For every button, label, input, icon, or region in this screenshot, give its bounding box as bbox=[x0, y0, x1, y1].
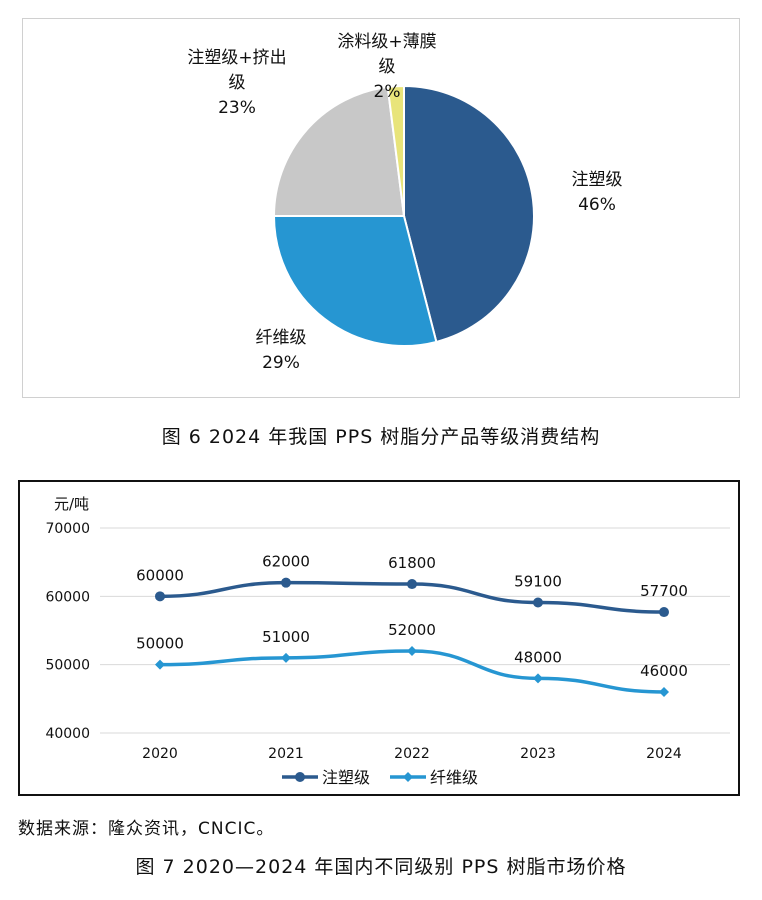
series-0-point-2 bbox=[407, 579, 417, 590]
series-1-data-label-3: 48000 bbox=[514, 648, 562, 666]
pie-slice-0 bbox=[403, 84, 535, 344]
series-1-data-label-1: 51000 bbox=[262, 628, 310, 646]
series-1-data-label-0: 50000 bbox=[136, 635, 184, 653]
legend-marker-1 bbox=[403, 772, 413, 782]
pie-chart: 注塑级 46% 纤维级 29% 注塑级+挤出级 23% 涂料级+薄膜级 2% bbox=[187, 32, 623, 373]
y-tick-label-2: 50000 bbox=[45, 658, 90, 674]
legend-label-1: 纤维级 bbox=[430, 768, 478, 787]
series-1-point-3 bbox=[533, 673, 543, 684]
x-tick-label-1: 2021 bbox=[268, 746, 304, 762]
y-tick-label-3: 40000 bbox=[45, 726, 90, 742]
legend-marker-0 bbox=[295, 772, 305, 782]
line-chart-panel: 元/吨 70000 60000 50000 40000 2020 2021 2022 2023 2… bbox=[18, 480, 740, 796]
x-tick-label-4: 2024 bbox=[646, 746, 682, 762]
series-0-point-1 bbox=[281, 577, 291, 588]
figure-7-caption: 图 7 2020—2024 年国内不同级别 PPS 树脂市场价格 bbox=[135, 856, 627, 878]
pie-slice-label-0: 注塑级 46% bbox=[572, 170, 623, 215]
series-0-point-0 bbox=[155, 591, 165, 602]
legend-label-0: 注塑级 bbox=[322, 768, 370, 787]
y-tick-label-0: 70000 bbox=[45, 521, 90, 537]
pie-slice-label-3: 涂料级+薄膜级 2% bbox=[337, 32, 436, 102]
series-1-point-0 bbox=[155, 659, 165, 670]
pie-slice-2 bbox=[272, 85, 406, 217]
series-line-1 bbox=[159, 649, 665, 694]
pie-slice-label-1: 纤维级 29% bbox=[256, 328, 307, 373]
series-0-data-label-0: 60000 bbox=[136, 566, 184, 584]
x-tick-label-3: 2023 bbox=[520, 746, 556, 762]
series-0-data-label-3: 59100 bbox=[514, 572, 562, 590]
y-axis-unit-label: 元/吨 bbox=[54, 495, 89, 513]
y-tick-label-1: 60000 bbox=[45, 589, 90, 605]
series-0-data-label-1: 62000 bbox=[262, 553, 310, 571]
series-0-point-3 bbox=[533, 597, 543, 608]
x-tick-label-2: 2022 bbox=[394, 746, 430, 762]
source-note: 数据来源：隆众资讯，CNCIC。 bbox=[18, 819, 275, 839]
series-1-data-label-2: 52000 bbox=[388, 621, 436, 639]
pie-slice-label-2: 注塑级+挤出级 23% bbox=[187, 48, 286, 118]
series-0-data-label-4: 57700 bbox=[640, 582, 688, 600]
line-chart: 元/吨 70000 60000 50000 40000 2020 2021 2022 2023 2… bbox=[45, 495, 730, 787]
figure-6-caption: 图 6 2024 年我国 PPS 树脂分产品等级消费结构 bbox=[161, 426, 601, 448]
series-1-point-4 bbox=[659, 687, 669, 697]
pie-slice-3 bbox=[386, 84, 405, 217]
x-tick-label-0: 2020 bbox=[142, 746, 178, 762]
series-1-data-label-4: 46000 bbox=[640, 662, 688, 680]
series-1-point-2 bbox=[407, 646, 417, 656]
series-1-point-1 bbox=[281, 652, 291, 663]
pie-chart-panel: 注塑级 46% 纤维级 29% 注塑级+挤出级 23% 涂料级+薄膜级 2% bbox=[22, 18, 740, 398]
series-0-data-label-2: 61800 bbox=[388, 554, 436, 572]
series-0-point-4 bbox=[659, 607, 669, 618]
pie-slice-1 bbox=[272, 215, 438, 347]
